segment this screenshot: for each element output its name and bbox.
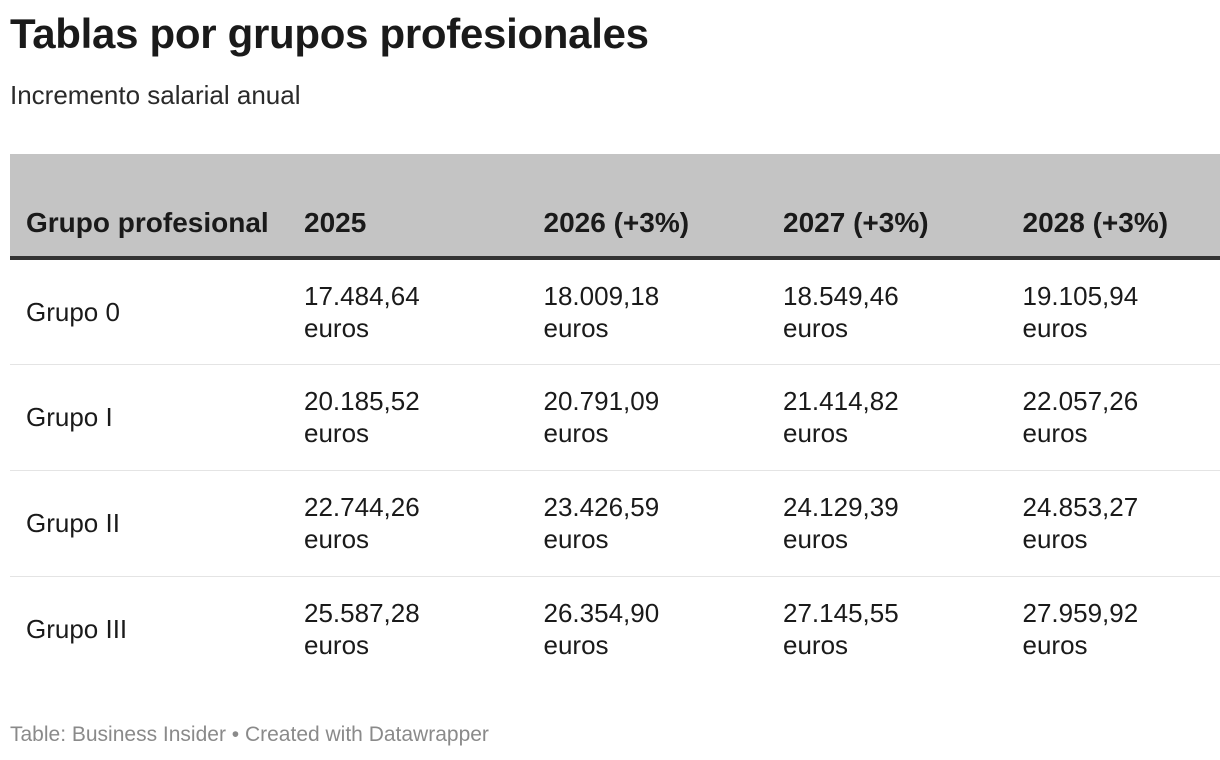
cell-unit: euros: [1022, 630, 1088, 661]
cell-unit: euros: [304, 524, 370, 554]
table-cell: 24.129,39 euros: [767, 470, 1007, 577]
cell-value: 19.105,94: [1022, 280, 1139, 311]
cell-unit: euros: [783, 630, 849, 661]
cell-value: 24.853,27: [1022, 492, 1139, 522]
table-body: Grupo 0 17.484,64 euros 18.009,18 euros 18…: [10, 258, 1220, 682]
table-cell: 17.484,64 euros: [288, 258, 528, 365]
cell-value: 23.426,59: [543, 492, 660, 522]
cell-value: 22.057,26: [1022, 386, 1139, 416]
column-header-2025[interactable]: 2025: [288, 154, 528, 260]
cell-value: 27.959,92: [1022, 598, 1139, 629]
cell-unit: euros: [304, 312, 370, 343]
cell-value: 24.129,39: [783, 492, 899, 522]
table-cell: 18.009,18 euros: [527, 258, 767, 365]
table-header: Grupo profesional 2025 2026 (+3%) 2027 (…: [10, 154, 1220, 260]
cell-unit: euros: [543, 312, 609, 343]
table-cell: 23.426,59 euros: [527, 470, 767, 577]
table-cell: 27.959,92 euros: [1007, 576, 1220, 682]
column-header-group[interactable]: Grupo profesional: [10, 154, 288, 260]
cell-unit: euros: [304, 418, 370, 448]
table-cell: 22.057,26 euros: [1006, 364, 1220, 471]
cell-value: 20.185,52: [304, 386, 420, 416]
row-label: Grupo I: [10, 364, 288, 471]
row-label: Grupo 0: [10, 258, 288, 365]
table-row: Grupo II 22.744,26 euros 23.426,59 euros 2…: [10, 470, 1220, 577]
column-header-2027[interactable]: 2027 (+3%): [767, 154, 1007, 260]
table-cell: 26.354,90 euros: [528, 576, 768, 682]
cell-unit: euros: [304, 630, 370, 661]
source-footer: Table: Business Insider • Created with D…: [10, 723, 489, 746]
cell-value: 17.484,64: [304, 280, 420, 311]
table-cell: 20.185,52 euros: [288, 364, 528, 471]
cell-unit: euros: [543, 524, 609, 554]
cell-unit: euros: [543, 418, 609, 448]
cell-value: 26.354,90: [543, 598, 660, 629]
salary-table: Grupo profesional 2025 2026 (+3%) 2027 (…: [10, 154, 1220, 682]
cell-unit: euros: [1022, 312, 1088, 343]
cell-value: 21.414,82: [783, 386, 899, 416]
cell-unit: euros: [783, 524, 849, 554]
header-row: Grupo profesional 2025 2026 (+3%) 2027 (…: [10, 154, 1220, 260]
table-row: Grupo 0 17.484,64 euros 18.009,18 euros 18…: [10, 258, 1220, 365]
table-title: Tablas por grupos profesionales: [10, 10, 649, 57]
cell-value: 22.744,26: [304, 492, 420, 522]
table-cell: 19.105,94 euros: [1006, 258, 1220, 365]
cell-unit: euros: [1022, 524, 1088, 554]
table-subtitle: Incremento salarial anual: [10, 80, 301, 110]
table-cell: 20.791,09 euros: [527, 364, 767, 471]
table-cell: 22.744,26 euros: [288, 470, 528, 577]
cell-unit: euros: [783, 418, 849, 448]
cell-value: 20.791,09: [543, 386, 660, 416]
row-label: Grupo II: [10, 470, 288, 577]
cell-unit: euros: [543, 630, 609, 661]
table-cell: 21.414,82 euros: [767, 364, 1007, 471]
table-cell: 24.853,27 euros: [1006, 470, 1220, 577]
table-row: Grupo III 25.587,28 euros 26.354,90 euros …: [10, 576, 1220, 682]
row-label: Grupo III: [26, 614, 128, 645]
column-header-2028[interactable]: 2028 (+3%): [1006, 154, 1220, 260]
table-cell: 25.587,28 euros: [288, 576, 528, 682]
cell-value: 18.549,46: [783, 280, 899, 311]
cell-value: 18.009,18: [543, 280, 660, 311]
table-cell: 27.145,55 euros: [767, 576, 1007, 682]
cell-value: 25.587,28: [304, 598, 420, 629]
table-cell: 18.549,46 euros: [767, 258, 1007, 365]
column-header-2026[interactable]: 2026 (+3%): [527, 154, 767, 260]
cell-unit: euros: [783, 312, 849, 343]
table-row: Grupo I 20.185,52 euros 20.791,09 euros 21…: [10, 364, 1220, 471]
cell-unit: euros: [1022, 418, 1088, 448]
cell-value: 27.145,55: [783, 598, 899, 629]
